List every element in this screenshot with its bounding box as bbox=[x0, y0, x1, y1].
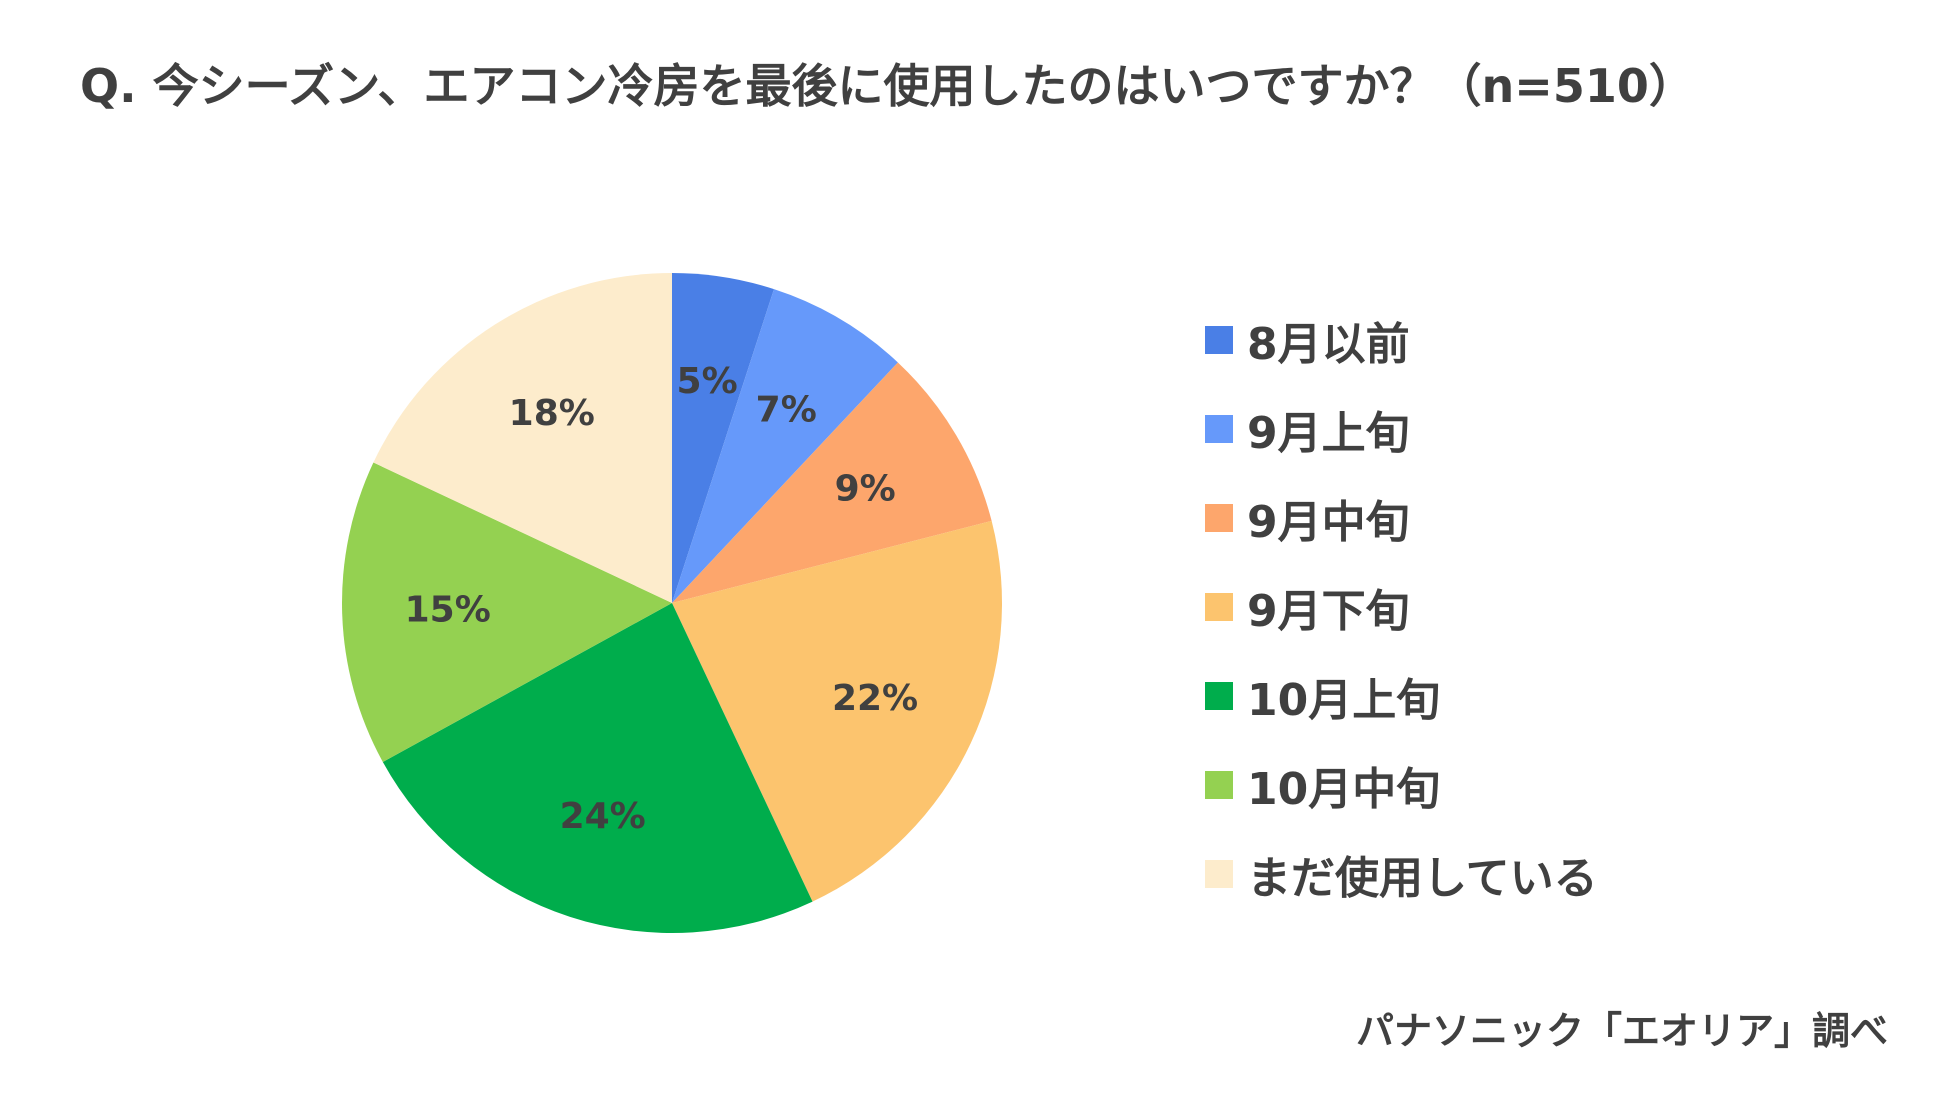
chart-title: Q. 今シーズン、エアコン冷房を最後に使用したのはいつですか？（n=510） bbox=[80, 59, 1695, 113]
pie-data-label-3: 9% bbox=[835, 468, 896, 509]
legend-swatch bbox=[1205, 503, 1233, 532]
source-note: パナソニック「エオリア」調べ bbox=[1355, 1009, 1888, 1053]
legend-item: 9月下旬 bbox=[1205, 562, 1598, 651]
legend-item: 9月上旬 bbox=[1205, 384, 1598, 473]
legend-swatch bbox=[1205, 859, 1233, 888]
legend-label: 9月中旬 bbox=[1247, 496, 1410, 548]
pie-slice-4 bbox=[672, 520, 1002, 902]
pie-slice-1 bbox=[672, 273, 774, 603]
pie-slice-2 bbox=[672, 289, 898, 603]
pie-slices bbox=[341, 273, 1002, 933]
legend-label: 8月以前 bbox=[1247, 318, 1410, 370]
pie-data-label-5: 24% bbox=[560, 796, 646, 837]
legend-label: まだ使用している bbox=[1247, 852, 1598, 904]
pie-slice-6 bbox=[341, 462, 672, 762]
legend-label: 9月上旬 bbox=[1247, 407, 1410, 459]
pie-slice-5 bbox=[382, 603, 813, 933]
pie-slice-7 bbox=[373, 273, 672, 603]
legend-swatch bbox=[1205, 592, 1233, 621]
legend-item: まだ使用している bbox=[1205, 829, 1598, 918]
legend-item: 9月中旬 bbox=[1205, 473, 1598, 562]
legend-item: 10月上旬 bbox=[1205, 651, 1598, 740]
legend-label: 10月上旬 bbox=[1247, 674, 1441, 726]
pie-data-label-1: 5% bbox=[677, 361, 738, 402]
legend-swatch bbox=[1205, 770, 1233, 799]
legend-swatch bbox=[1205, 325, 1233, 354]
pie-data-labels: 5% 7% 9% 22% 24% 15% 18% bbox=[405, 361, 919, 837]
pie-data-label-2: 7% bbox=[756, 389, 817, 430]
legend-item: 8月以前 bbox=[1205, 295, 1598, 384]
legend-label: 9月下旬 bbox=[1247, 585, 1410, 637]
pie-slice-3 bbox=[672, 362, 992, 603]
legend-swatch bbox=[1205, 681, 1233, 710]
pie-data-label-6: 15% bbox=[405, 590, 491, 631]
legend-label: 10月中旬 bbox=[1247, 763, 1441, 815]
pie-data-label-7: 18% bbox=[509, 393, 595, 434]
legend-item: 10月中旬 bbox=[1205, 740, 1598, 829]
legend-swatch bbox=[1205, 414, 1233, 443]
pie-data-label-4: 22% bbox=[832, 678, 918, 719]
legend: 8月以前 9月上旬 9月中旬 9月下旬 10月上旬 10月中旬まだ使用している bbox=[1205, 295, 1598, 918]
